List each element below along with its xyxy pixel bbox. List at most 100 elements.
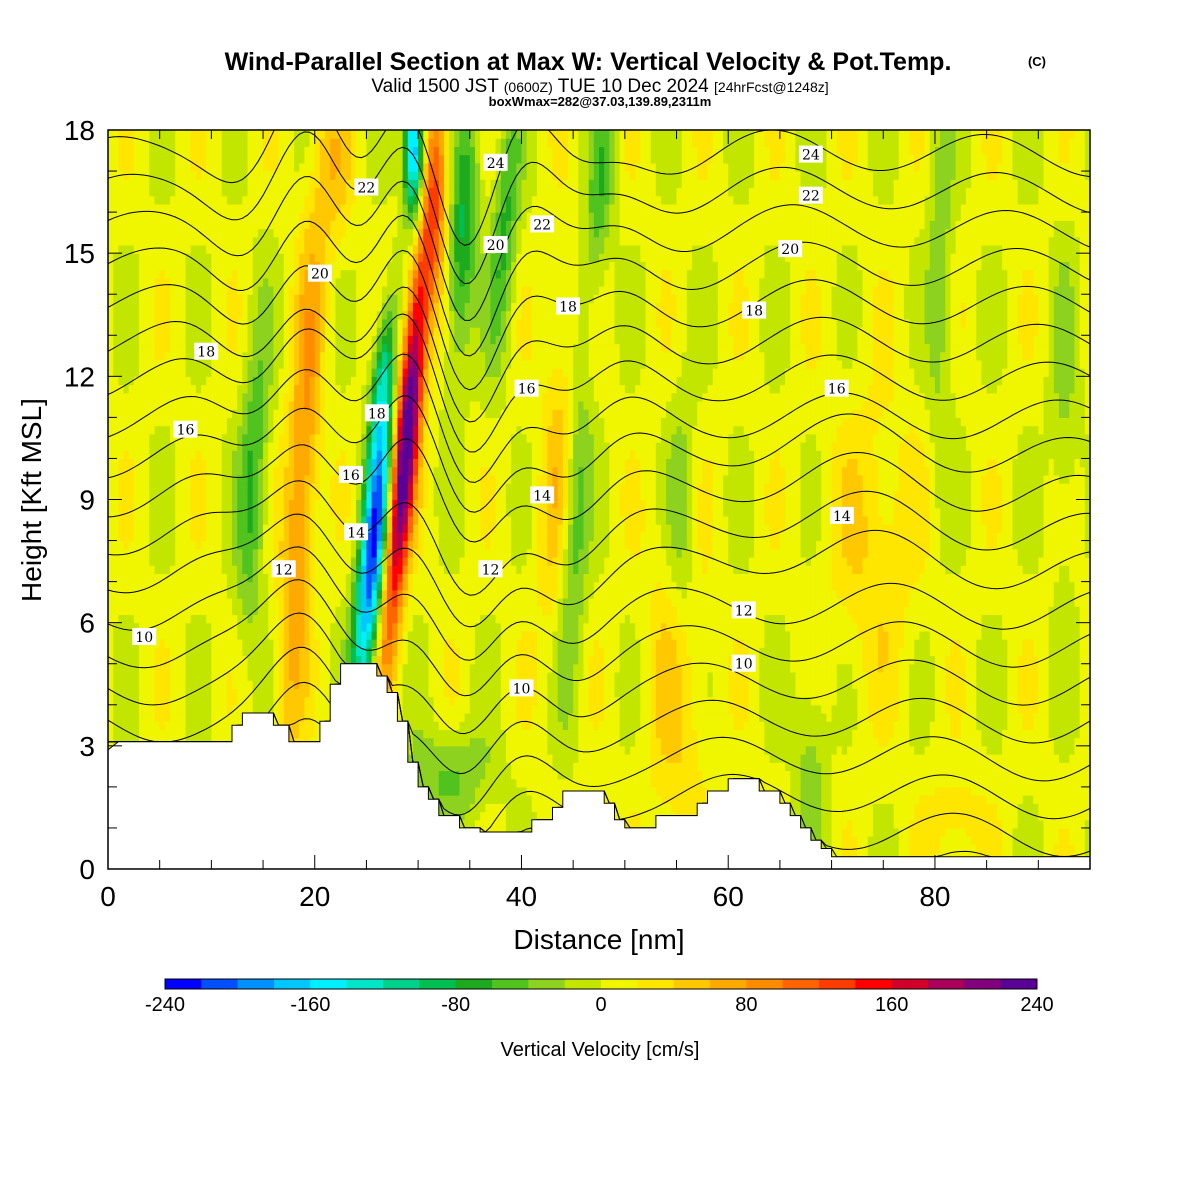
field-cell [180, 179, 187, 189]
field-cell [180, 162, 187, 172]
field-cell [278, 425, 285, 435]
field-cell [314, 458, 321, 468]
field-cell [247, 540, 254, 550]
field-cell [381, 130, 388, 139]
field-cell [350, 499, 357, 509]
field-cell [170, 573, 176, 583]
field-cell [340, 146, 347, 156]
field-cell [216, 425, 223, 435]
field-cell [299, 524, 305, 533]
field-cell [257, 417, 264, 427]
field-cell [149, 269, 156, 279]
field-cell [206, 491, 212, 501]
field-cell [216, 236, 223, 246]
field-cell [283, 425, 290, 435]
field-cell [273, 540, 280, 550]
field-cell [350, 228, 357, 238]
field-cell [108, 483, 114, 492]
field-cell [113, 556, 119, 566]
field-cell [128, 433, 135, 443]
field-cell [195, 376, 202, 386]
field-cell [387, 351, 393, 361]
field-cell [263, 499, 269, 509]
field-cell [149, 433, 156, 443]
field-cell [128, 425, 135, 435]
field-cell [175, 400, 181, 410]
field-cell [133, 187, 140, 197]
field-cell [247, 589, 254, 599]
field-cell [180, 294, 187, 304]
field-cell [237, 466, 243, 476]
field-cell [108, 532, 114, 542]
field-cell [319, 171, 326, 180]
field-cell [340, 647, 347, 657]
field-cell [149, 343, 156, 353]
field-cell [319, 253, 326, 262]
field-cell [195, 655, 202, 665]
field-cell [268, 228, 274, 238]
field-cell [175, 195, 181, 205]
field-cell [288, 671, 295, 681]
field-cell [237, 400, 243, 410]
field-cell [242, 663, 249, 673]
field-cell [170, 688, 176, 698]
field-cell [356, 343, 362, 353]
field-cell [185, 236, 192, 246]
field-cell [257, 474, 264, 484]
field-cell [335, 540, 342, 550]
field-cell [216, 286, 223, 295]
field-cell [309, 499, 316, 509]
field-cell [139, 704, 145, 714]
field-cell [257, 688, 264, 698]
field-cell [154, 220, 161, 230]
field-cell [175, 671, 181, 681]
field-cell [170, 712, 176, 722]
field-cell [288, 696, 295, 706]
field-cell [273, 532, 280, 542]
field-cell [247, 368, 254, 377]
field-cell [159, 721, 166, 731]
field-cell [190, 228, 197, 238]
field-cell [195, 696, 202, 706]
field-cell [335, 351, 342, 361]
field-cell [268, 368, 274, 377]
field-cell [309, 212, 316, 221]
field-cell [118, 187, 125, 197]
field-cell [376, 351, 383, 361]
field-cell [278, 244, 285, 254]
field-cell [335, 179, 342, 189]
field-cell [268, 466, 274, 476]
field-cell [299, 269, 305, 279]
field-cell [288, 639, 295, 648]
field-cell [144, 179, 150, 189]
field-cell [366, 384, 373, 394]
field-cell [330, 614, 337, 624]
field-cell [299, 515, 305, 525]
field-cell [366, 138, 373, 148]
field-cell [366, 277, 373, 287]
field-cell [350, 130, 357, 139]
field-cell [206, 228, 212, 238]
field-cell [190, 581, 197, 591]
field-cell [154, 253, 161, 262]
field-cell [216, 220, 223, 230]
field-cell [237, 688, 243, 698]
field-cell [206, 474, 212, 484]
field-cell [175, 187, 181, 197]
field-cell [123, 598, 130, 607]
field-cell [108, 154, 114, 164]
field-cell [123, 171, 130, 180]
field-cell [164, 499, 171, 509]
field-cell [139, 162, 145, 172]
field-cell [371, 244, 378, 254]
field-cell [288, 171, 295, 180]
field-cell [381, 335, 388, 345]
field-cell [113, 729, 119, 739]
field-cell [123, 647, 130, 657]
field-cell [325, 622, 331, 632]
field-cell [247, 400, 254, 410]
field-cell [164, 253, 171, 262]
field-cell [330, 499, 337, 509]
field-cell [252, 581, 259, 591]
field-cell [206, 696, 212, 706]
